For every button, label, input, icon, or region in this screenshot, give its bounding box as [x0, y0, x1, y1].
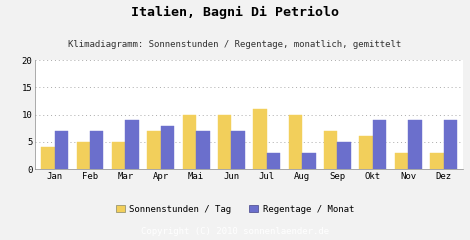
Bar: [125, 120, 139, 169]
Bar: [324, 131, 337, 169]
Bar: [183, 115, 196, 169]
Bar: [302, 153, 315, 169]
Legend: Sonnenstunden / Tag, Regentage / Monat: Sonnenstunden / Tag, Regentage / Monat: [116, 205, 354, 214]
Bar: [337, 142, 351, 169]
Bar: [289, 115, 302, 169]
Bar: [41, 147, 55, 169]
Bar: [373, 120, 386, 169]
Bar: [161, 126, 174, 169]
Bar: [77, 142, 90, 169]
Text: Klimadiagramm: Sonnenstunden / Regentage, monatlich, gemittelt: Klimadiagramm: Sonnenstunden / Regentage…: [68, 40, 402, 49]
Bar: [147, 131, 161, 169]
Bar: [90, 131, 103, 169]
Text: Copyright (C) 2010 sonnenlaender.de: Copyright (C) 2010 sonnenlaender.de: [141, 227, 329, 236]
Bar: [444, 120, 457, 169]
Bar: [196, 131, 210, 169]
Bar: [231, 131, 245, 169]
Bar: [360, 136, 373, 169]
Bar: [430, 153, 444, 169]
Bar: [408, 120, 422, 169]
Bar: [218, 115, 231, 169]
Bar: [55, 131, 68, 169]
Bar: [112, 142, 125, 169]
Bar: [395, 153, 408, 169]
Bar: [253, 109, 267, 169]
Text: Italien, Bagni Di Petriolo: Italien, Bagni Di Petriolo: [131, 6, 339, 19]
Bar: [267, 153, 280, 169]
